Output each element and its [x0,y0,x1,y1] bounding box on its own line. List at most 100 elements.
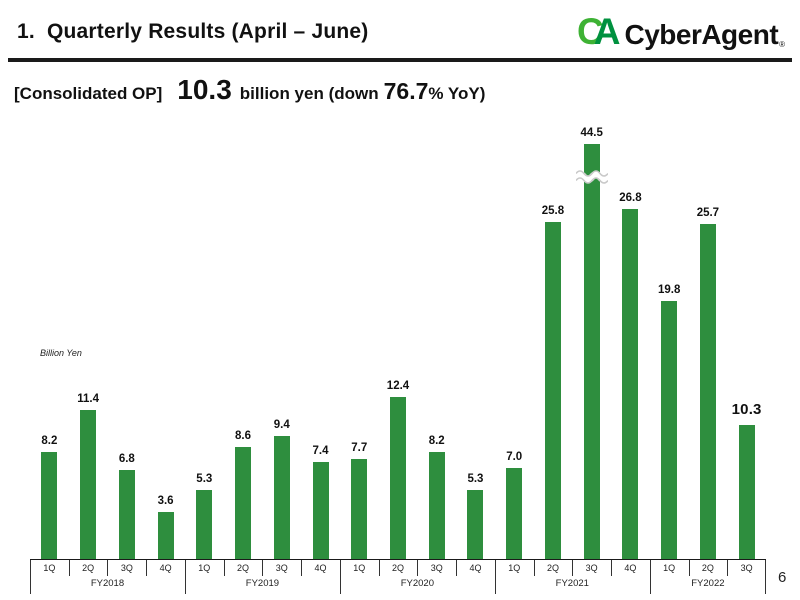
quarter-tick [223,560,225,576]
bar-value-label: 11.4 [77,393,99,406]
bar-FY2020-2Q [390,397,406,559]
bar-chart: 8.2 11.4 6.8 3.6 5.3 8.6 9.4 7.4 7.7 12.4 8.2 5.3 7.… [30,125,766,594]
quarter-tick [146,560,148,576]
bar-FY2022-2Q [699,223,716,559]
bar-value-label: 9.4 [273,419,290,432]
quarter-label: 1Q [198,563,211,573]
page-title: 1. Quarterly Results (April – June) [17,20,369,43]
quarter-tick [533,560,535,576]
bar-FY2021-3Q [583,144,600,559]
quarter-label: 4Q [469,563,482,573]
logo-wordmark: CyberAgent [624,19,779,50]
bar-value-label: 10.3 [731,400,762,418]
fy-boundary-tick [339,560,341,594]
registered-trademark-icon: ® [779,40,786,49]
quarter-label: 3Q [430,563,443,573]
plot-area: 8.2 11.4 6.8 3.6 5.3 8.6 9.4 7.4 7.7 12.4 8.2 5.3 7.… [30,125,766,559]
quarter-label: 3Q [275,563,288,573]
bar-value-label: 8.6 [235,429,252,442]
axis-break-icon [572,168,611,186]
quarter-label: 1Q [663,563,676,573]
bar-FY2020-4Q [467,489,484,559]
quarter-tick [262,560,264,576]
fy-boundary-tick [184,560,186,594]
bar-FY2019-2Q [235,446,252,559]
bar-FY2019-4Q [312,462,329,559]
bar-FY2020-3Q [428,452,445,559]
quarter-tick [107,560,109,576]
bar-value-label: 7.7 [351,441,368,454]
quarter-label: 1Q [508,563,521,573]
consolidated-op-line: [Consolidated OP] 10.3 billion yen (down… [14,74,485,106]
fiscal-year-label: FY2019 [245,578,280,589]
quarter-label: 2Q [546,563,559,573]
quarter-tick [301,560,303,576]
quarter-label: 3Q [585,563,598,573]
quarter-label: 2Q [82,563,95,573]
quarter-label: 2Q [237,563,250,573]
yoy-suffix: % YoY) [428,84,486,103]
bar-FY2019-1Q [196,489,213,559]
quarter-tick [572,560,574,576]
bar-FY2021-2Q [544,222,561,559]
bar-FY2018-3Q [118,470,135,559]
bar-FY2021-4Q [622,209,639,559]
op-unit-text: billion yen (down [239,84,379,103]
op-value: 10.3 [177,74,232,105]
bar-FY2022-1Q [661,300,678,559]
quarter-label: 4Q [624,563,637,573]
quarter-label: 4Q [314,563,327,573]
logo-ca-mark-a-icon: A [593,11,621,52]
bar-value-label: 7.4 [312,445,329,458]
quarter-tick [378,560,380,576]
fy-boundary-tick [649,560,651,594]
bar-value-label: 26.8 [619,192,642,205]
header-divider [8,58,792,62]
bar-FY2018-4Q [157,512,174,559]
bar-value-label: 25.8 [541,205,565,218]
bar-value-label: 7.0 [506,450,523,463]
bar-value-label: 44.5 [580,127,603,139]
bar-FY2022-3Q [738,424,755,559]
quarter-label: 2Q [391,563,404,573]
bar-FY2018-2Q [80,410,97,559]
quarter-label: 3Q [120,563,133,573]
consolidated-op-label: [Consolidated OP] [14,84,163,103]
quarter-tick [68,560,70,576]
bar-FY2020-1Q [351,458,368,559]
page-number: 6 [778,569,787,586]
quarter-label: 2Q [701,563,714,573]
yoy-value: 76.7 [383,78,429,104]
fy-boundary-tick [765,560,766,594]
bar-value-label: 8.2 [41,435,58,447]
fy-boundary-tick [494,560,496,594]
quarter-label: 1Q [353,563,366,573]
fiscal-year-label: FY2021 [555,578,589,589]
bar-value-label: 19.8 [657,283,681,296]
fy-boundary-tick [30,560,31,594]
bar-value-label: 25.7 [696,206,720,219]
quarter-tick [688,560,690,576]
fiscal-year-label: FY2022 [691,578,725,589]
bar-value-label: 8.2 [428,435,445,447]
x-axis: 1Q 2Q 3Q 4Q 1Q 2Q 3Q 4Q 1Q 2Q 3Q 4Q 1Q 2Q 3Q 4Q 1Q 2Q 3Q FY… [30,559,766,594]
quarter-tick [727,560,729,576]
bar-FY2019-3Q [273,436,290,559]
fiscal-year-label: FY2018 [90,578,125,589]
quarter-tick [417,560,419,576]
y-axis-unit-label: Billion Yen [40,348,82,358]
quarter-label: 1Q [43,563,56,573]
bar-FY2018-1Q [41,452,58,559]
quarter-label: 3Q [740,563,753,573]
bar-value-label: 3.6 [157,495,174,508]
quarter-tick [611,560,613,576]
bar-value-label: 5.3 [196,472,213,485]
bar-value-label: 6.8 [118,453,135,466]
bar-value-label: 12.4 [386,380,410,393]
logo-ca-mark-c-icon: C [577,11,604,52]
quarter-tick [456,560,458,576]
bar-FY2021-1Q [506,467,523,559]
bar-value-label: 5.3 [467,472,484,485]
quarter-label: 4Q [159,563,172,573]
